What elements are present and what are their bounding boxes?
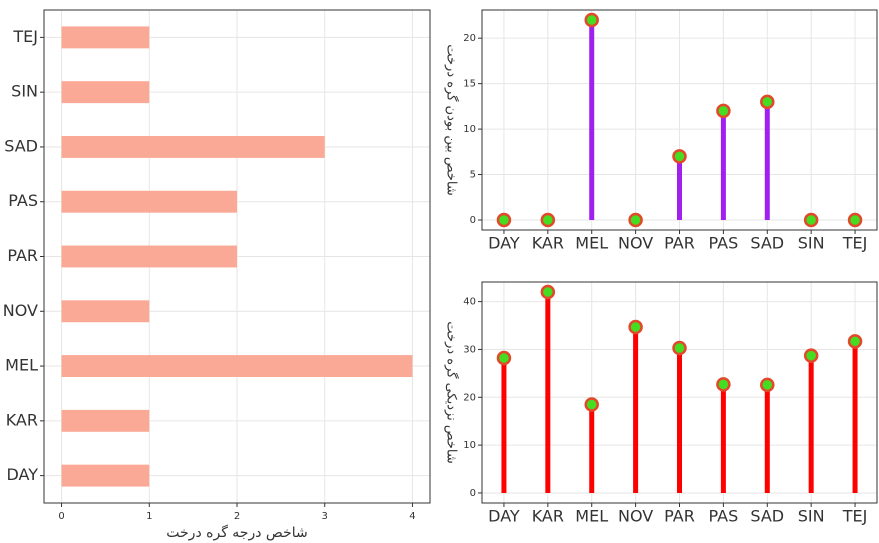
point [803, 348, 819, 363]
point [584, 397, 599, 412]
y-tick-label: TEJ [12, 27, 38, 46]
bar [61, 464, 150, 487]
x-tick-label: KAR [532, 507, 564, 526]
point [716, 377, 731, 392]
y-tick-label: 10 [463, 124, 476, 135]
y-tick-label: SIN [11, 82, 38, 101]
y-tick-label: MEL [5, 356, 38, 375]
point [847, 212, 863, 228]
point [803, 212, 819, 228]
bar [61, 409, 150, 432]
y-tick-label: SAD [4, 136, 38, 155]
y-tick-label: 10 [463, 440, 476, 451]
y-tick-label: KAR [6, 410, 38, 429]
point [496, 212, 512, 228]
point [716, 103, 731, 119]
point [847, 334, 863, 349]
x-tick-label: SAD [750, 234, 784, 253]
y-tick-label: 20 [463, 33, 476, 44]
point [672, 340, 687, 356]
y-tick-label: PAR [7, 246, 38, 265]
y-tick-label: PAS [8, 191, 38, 210]
y-tick-label: 20 [463, 392, 476, 403]
x-tick-label: 0 [58, 511, 64, 522]
point [540, 212, 556, 228]
point [628, 212, 643, 228]
x-tick-label: TEJ [842, 507, 868, 526]
y-axis-label: شاخص بین بودن گره درخت [444, 44, 460, 196]
y-tick-label: 0 [470, 488, 476, 499]
panel-border [481, 9, 878, 231]
x-tick-label: PAR [664, 234, 695, 253]
point [584, 12, 599, 28]
y-axis-label: شاخص نزدیکی گره درخت [444, 321, 460, 463]
x-tick-label: TEJ [842, 234, 868, 253]
y-tick-label: NOV [3, 301, 38, 320]
bar [61, 300, 150, 323]
point [628, 319, 643, 335]
x-tick-label: MEL [575, 507, 608, 526]
x-tick-label: 2 [234, 511, 240, 522]
point [540, 284, 556, 300]
x-tick-label: NOV [618, 234, 653, 253]
panel-border [481, 281, 878, 504]
x-tick-label: KAR [532, 234, 564, 253]
x-tick-label: NOV [618, 507, 653, 526]
x-tick-label: 3 [322, 511, 328, 522]
bar [61, 135, 325, 158]
bar [61, 245, 237, 268]
y-tick-label: DAY [6, 465, 38, 484]
y-tick-label: 5 [470, 170, 476, 181]
bar [61, 26, 150, 49]
panel-border [43, 9, 431, 504]
x-tick-label: DAY [488, 507, 520, 526]
x-tick-label: PAR [664, 507, 695, 526]
point [672, 149, 687, 164]
x-tick-label: SIN [798, 234, 825, 253]
x-tick-label: 4 [409, 511, 415, 522]
x-tick-label: 1 [146, 511, 152, 522]
y-tick-label: 40 [463, 297, 476, 308]
point [496, 350, 512, 366]
x-tick-label: PAS [709, 507, 739, 526]
x-tick-label: SIN [798, 507, 825, 526]
y-tick-label: 30 [463, 344, 476, 355]
bar [61, 355, 413, 378]
bar [61, 81, 150, 104]
x-tick-label: MEL [575, 234, 608, 253]
y-tick-label: 15 [463, 79, 476, 90]
point [760, 377, 775, 393]
x-axis-label: شاخص درجه گره درخت [166, 524, 307, 541]
x-tick-label: PAS [709, 234, 739, 253]
bar [61, 190, 237, 213]
point [760, 94, 775, 110]
x-tick-label: SAD [750, 507, 784, 526]
y-tick-label: 0 [470, 215, 476, 226]
x-tick-label: DAY [488, 234, 520, 253]
